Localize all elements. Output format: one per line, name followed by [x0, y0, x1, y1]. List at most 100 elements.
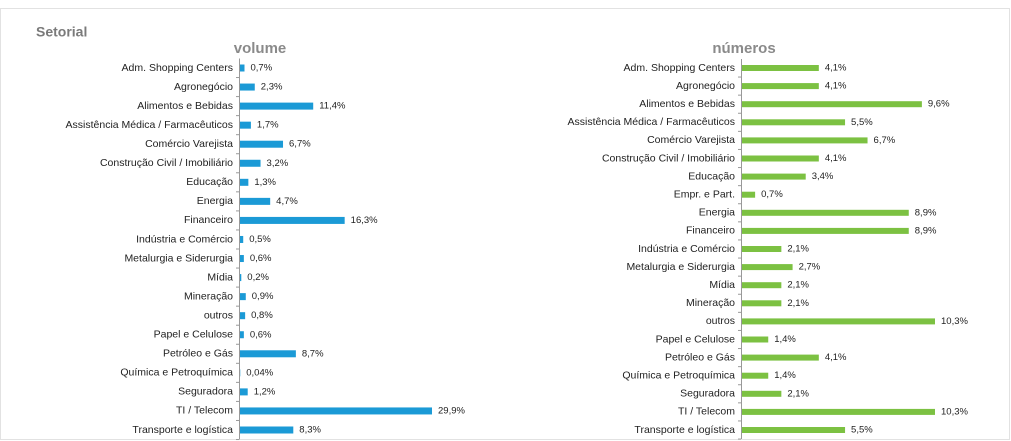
bar: [742, 300, 782, 307]
bar: [742, 282, 782, 289]
bar: [240, 140, 284, 148]
value-label: 0,8%: [251, 310, 273, 321]
value-label: 2,7%: [799, 262, 821, 273]
category-label: Papel e Celulose: [154, 329, 234, 341]
category-label: Educação: [186, 176, 233, 188]
value-label: 8,9%: [915, 207, 937, 218]
category-label: outros: [706, 315, 735, 327]
bar: [742, 408, 935, 415]
value-label: 0,6%: [250, 253, 272, 264]
category-label: Metalurgia e Siderurgia: [124, 252, 233, 264]
bar: [240, 178, 249, 186]
category-label: Educação: [688, 170, 735, 182]
bar: [742, 318, 935, 325]
category-label: Mineração: [184, 290, 233, 302]
bar: [240, 159, 261, 167]
value-label: 0,7%: [250, 63, 272, 74]
bar: [240, 83, 255, 91]
category-label: Agronegócio: [676, 80, 735, 92]
page-title: Setorial: [36, 24, 87, 40]
category-label: Alimentos e Bebidas: [137, 100, 233, 112]
category-label: Mídia: [709, 279, 735, 291]
value-label: 4,1%: [825, 63, 847, 74]
bar: [742, 336, 769, 343]
category-label: Construção Civil / Imobiliário: [602, 152, 735, 164]
bar: [742, 83, 819, 90]
value-label: 6,7%: [289, 139, 311, 150]
category-label: Agronegócio: [174, 81, 233, 93]
category-label: Energia: [699, 207, 735, 219]
bar: [240, 388, 248, 396]
bar: [742, 101, 922, 108]
value-label: 8,7%: [302, 348, 324, 359]
bar: [240, 121, 251, 129]
category-label: Adm. Shopping Centers: [624, 62, 735, 74]
value-label: 2,1%: [787, 298, 809, 309]
frame: [0, 8, 1010, 440]
value-label: 5,5%: [851, 425, 873, 436]
chart-title: volume: [234, 40, 287, 57]
bar: [742, 119, 846, 126]
bar: [240, 350, 296, 358]
category-label: Seguradora: [178, 386, 233, 398]
category-label: Assistência Médica / Farmacêuticos: [568, 116, 735, 128]
category-label: Alimentos e Bebidas: [639, 98, 735, 110]
bar: [742, 227, 909, 234]
bar: [240, 255, 244, 263]
category-label: Seguradora: [680, 388, 735, 400]
bar: [240, 274, 242, 282]
value-label: 4,1%: [825, 153, 847, 164]
bar: [742, 427, 846, 433]
value-label: 0,2%: [247, 272, 269, 283]
value-label: 3,4%: [812, 171, 834, 182]
value-label: 1,4%: [774, 334, 796, 345]
category-label: Indústria e Comércio: [638, 243, 735, 255]
category-label: Financeiro: [686, 225, 735, 237]
value-label: 6,7%: [874, 135, 896, 146]
value-label: 2,1%: [787, 388, 809, 399]
value-label: 2,1%: [787, 280, 809, 291]
value-label: 9,6%: [928, 99, 950, 110]
value-label: 0,5%: [249, 234, 271, 245]
value-label: 29,9%: [438, 405, 465, 416]
category-label: Financeiro: [184, 214, 233, 226]
bar: [742, 65, 819, 71]
category-label: Adm. Shopping Centers: [122, 62, 233, 74]
bar: [742, 372, 769, 379]
value-label: 4,1%: [825, 81, 847, 92]
category-label: TI / Telecom: [678, 406, 735, 418]
category-label: Química e Petroquímica: [120, 367, 233, 379]
bar: [240, 216, 345, 224]
value-label: 1,4%: [774, 370, 796, 381]
bar: [240, 102, 314, 110]
value-label: 4,1%: [825, 352, 847, 363]
value-label: 1,2%: [254, 386, 276, 397]
category-label: Transporte e logística: [634, 424, 735, 436]
bar: [240, 426, 294, 434]
bar: [742, 209, 909, 216]
category-label: Construção Civil / Imobiliário: [100, 157, 233, 169]
category-label: Mídia: [207, 271, 233, 283]
value-label: 1,7%: [257, 120, 279, 131]
category-label: Comércio Varejista: [647, 134, 735, 146]
bar: [240, 331, 244, 339]
value-label: 10,3%: [941, 316, 968, 327]
bar: [240, 64, 245, 72]
bar: [742, 390, 782, 397]
category-label: Assistência Médica / Farmacêuticos: [66, 119, 233, 131]
value-label: 5,5%: [851, 117, 873, 128]
bar: [742, 191, 756, 198]
bar: [240, 407, 432, 415]
category-label: Indústria e Comércio: [136, 233, 233, 245]
bar: [742, 173, 806, 180]
value-label: 2,3%: [261, 82, 283, 93]
value-label: 0,04%: [246, 367, 273, 378]
bar: [742, 155, 819, 162]
bar: [742, 354, 819, 361]
value-label: 8,3%: [299, 425, 321, 436]
value-label: 8,9%: [915, 225, 937, 236]
bar: [240, 235, 244, 243]
value-label: 4,7%: [276, 196, 298, 207]
value-label: 0,7%: [761, 189, 783, 200]
